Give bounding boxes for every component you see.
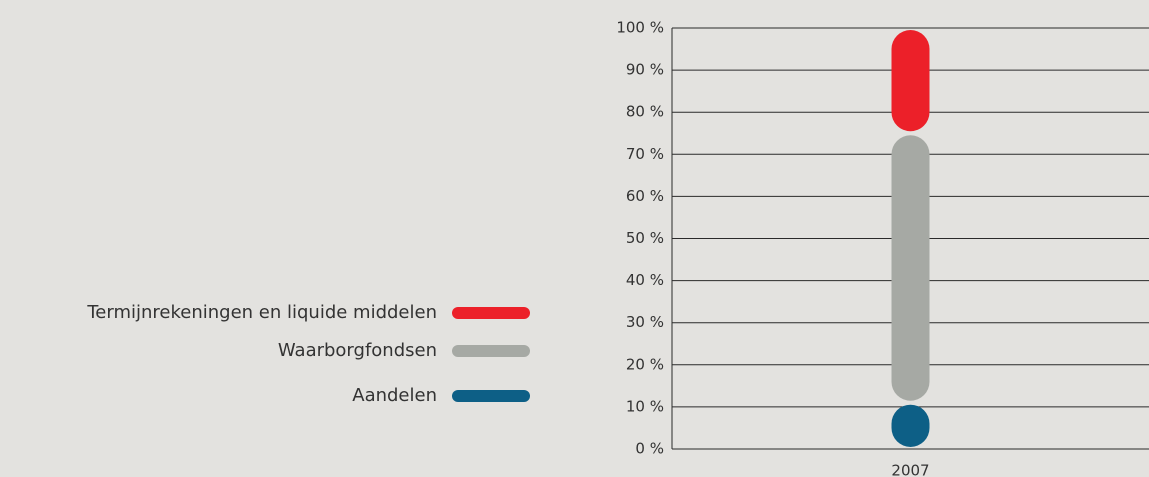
legend-label: Termijnrekeningen en liquide middelen xyxy=(86,302,437,323)
y-tick-label: 0 % xyxy=(635,440,664,458)
y-tick-label: 80 % xyxy=(626,103,664,121)
bar-segment xyxy=(891,135,930,401)
y-tick-label: 90 % xyxy=(626,61,664,79)
bar-segment xyxy=(891,404,930,447)
y-tick-label: 20 % xyxy=(626,355,664,373)
y-tick-label: 100 % xyxy=(616,19,664,37)
legend-swatch xyxy=(452,307,530,319)
y-tick-label: 70 % xyxy=(626,145,664,163)
legend-label: Waarborgfondsen xyxy=(278,340,437,361)
y-tick-label: 10 % xyxy=(626,397,664,415)
bar-segment xyxy=(891,30,930,132)
y-tick-label: 30 % xyxy=(626,313,664,331)
legend-label: Aandelen xyxy=(352,385,437,406)
y-tick-label: 50 % xyxy=(626,229,664,247)
legend-swatch xyxy=(452,390,530,402)
y-tick-label: 40 % xyxy=(626,271,664,289)
x-tick-label: 2007 xyxy=(891,462,929,477)
legend-swatch xyxy=(452,345,530,357)
y-tick-label: 60 % xyxy=(626,187,664,205)
